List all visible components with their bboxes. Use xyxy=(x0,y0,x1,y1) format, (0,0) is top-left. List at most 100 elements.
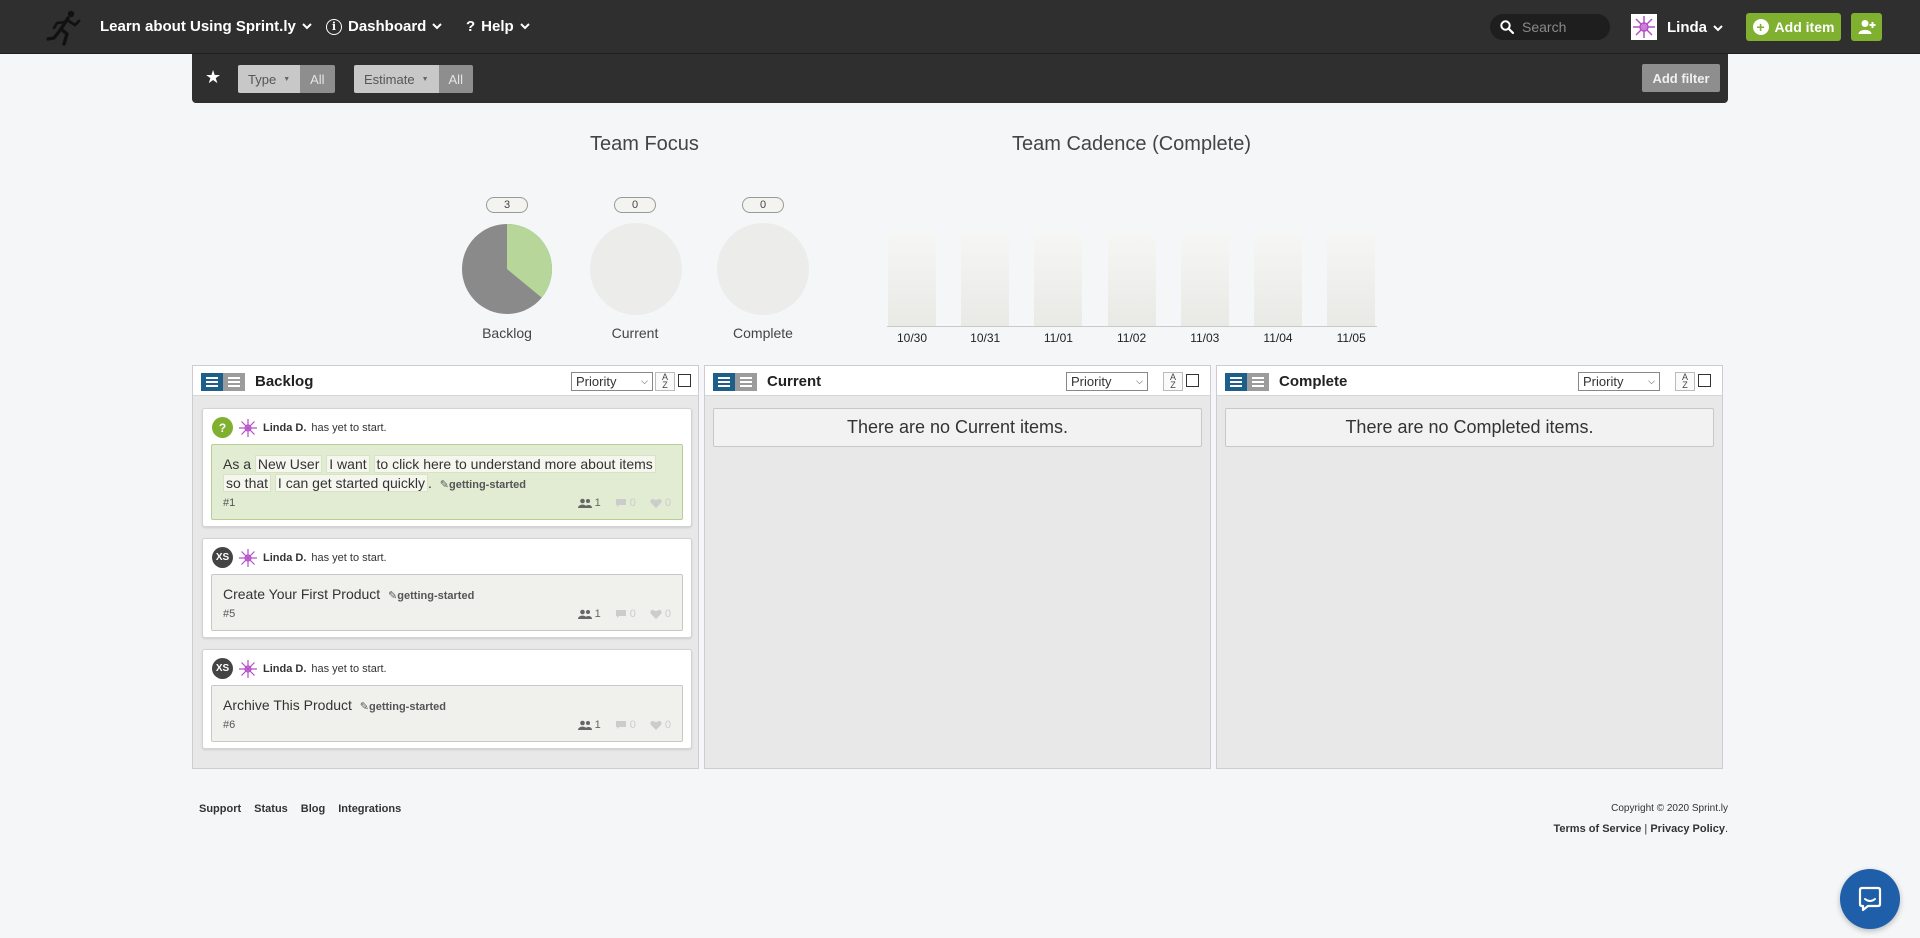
owner-avatar[interactable] xyxy=(238,659,258,679)
task-body[interactable]: Create Your First Product ✎getting-start… xyxy=(211,574,683,631)
comment-icon xyxy=(615,721,626,729)
tag-icon: ✎ xyxy=(359,701,370,713)
status-text: has yet to start. xyxy=(311,421,387,434)
story-body[interactable]: As a New User I want to click here to un… xyxy=(211,444,683,520)
size-badge[interactable]: XS xyxy=(212,547,233,568)
add-user-button[interactable] xyxy=(1851,13,1882,41)
tag-link[interactable]: ✎getting-started xyxy=(360,701,446,713)
estimate-filter-value[interactable]: All xyxy=(438,65,473,93)
likes-stat[interactable]: 0 xyxy=(650,719,671,731)
search-input[interactable] xyxy=(1522,19,1602,35)
complete-column-title: Complete xyxy=(1279,373,1348,390)
help-menu[interactable]: ? Help xyxy=(466,18,530,35)
owner-name[interactable]: Linda D. xyxy=(263,421,307,434)
item-card[interactable]: XS Linda D. has yet to start. Create You… xyxy=(202,538,692,638)
cadence-date-label: 11/05 xyxy=(1336,331,1366,345)
add-filter-button[interactable]: Add filter xyxy=(1642,64,1720,92)
footer-link-status[interactable]: Status xyxy=(254,803,288,815)
expanded-view-icon[interactable] xyxy=(1225,373,1247,391)
backlog-select-all-checkbox[interactable] xyxy=(678,374,691,387)
condensed-view-icon[interactable] xyxy=(223,373,245,391)
tag-link[interactable]: ✎getting-started xyxy=(388,590,474,602)
chat-support-button[interactable] xyxy=(1840,869,1900,929)
estimate-filter-select[interactable]: Estimate ▼ xyxy=(354,65,439,93)
view-toggle xyxy=(713,373,757,391)
comments-stat[interactable]: 0 xyxy=(615,608,636,620)
footer-links: Support Status Blog Integrations xyxy=(199,803,401,815)
task-title[interactable]: Archive This Product xyxy=(223,697,352,713)
footer-link-integrations[interactable]: Integrations xyxy=(338,803,402,815)
add-item-button[interactable]: + Add item xyxy=(1746,13,1841,41)
followers-stat[interactable]: 1 xyxy=(577,608,601,620)
size-badge[interactable]: ? xyxy=(212,417,233,438)
likes-count: 0 xyxy=(664,719,671,731)
likes-stat[interactable]: 0 xyxy=(650,608,671,620)
star-favorites-icon[interactable]: ★ xyxy=(205,67,222,87)
complete-sort-select[interactable]: Priority ⌵ xyxy=(1578,372,1660,391)
backlog-sort-select[interactable]: Priority ⌵ xyxy=(571,372,653,391)
sort-select-value: Priority xyxy=(1583,374,1624,389)
owner-avatar[interactable] xyxy=(238,418,258,438)
size-badge[interactable]: XS xyxy=(212,658,233,679)
dashboard-menu-label: Dashboard xyxy=(348,18,427,35)
user-menu[interactable]: Linda xyxy=(1667,19,1723,36)
complete-select-all-checkbox[interactable] xyxy=(1698,374,1711,387)
type-filter[interactable]: Type ▼ All xyxy=(238,65,335,93)
comments-stat[interactable]: 0 xyxy=(615,719,636,731)
item-card[interactable]: ? Linda D. has yet to start. As a New Us… xyxy=(202,408,692,527)
search-box[interactable] xyxy=(1490,14,1610,40)
item-card[interactable]: XS Linda D. has yet to start. Archive Th… xyxy=(202,649,692,749)
chat-icon xyxy=(1858,886,1882,912)
type-filter-select[interactable]: Type ▼ xyxy=(238,65,301,93)
card-stats: 1 0 0 xyxy=(577,497,671,509)
tag-label: getting-started xyxy=(397,590,475,602)
condensed-view-icon[interactable] xyxy=(1247,373,1269,391)
terms-of-service-link[interactable]: Terms of Service xyxy=(1553,823,1642,835)
item-number[interactable]: #5 xyxy=(223,608,236,620)
expanded-view-icon[interactable] xyxy=(201,373,223,391)
filter-bar: ★ Type ▼ All Estimate ▼ All Add filter xyxy=(192,54,1728,103)
item-number[interactable]: #6 xyxy=(223,719,236,731)
followers-stat[interactable]: 1 xyxy=(577,497,601,509)
sort-select-value: Priority xyxy=(1071,374,1112,389)
complete-pie-chart[interactable] xyxy=(717,223,809,315)
sprintly-runner-logo-icon[interactable] xyxy=(44,8,84,48)
current-sort-select[interactable]: Priority ⌵ xyxy=(1066,372,1148,391)
current-pie-chart[interactable] xyxy=(590,223,682,315)
tag-label: getting-started xyxy=(449,479,526,491)
task-body[interactable]: Archive This Product ✎getting-started #6… xyxy=(211,685,683,742)
comments-count: 0 xyxy=(629,497,636,509)
expanded-view-icon[interactable] xyxy=(713,373,735,391)
story-who[interactable]: New User xyxy=(254,455,323,473)
current-select-all-checkbox[interactable] xyxy=(1186,374,1199,387)
card-stats: 1 0 0 xyxy=(577,608,671,620)
owner-avatar[interactable] xyxy=(238,548,258,568)
footer-link-blog[interactable]: Blog xyxy=(300,803,326,815)
tag-link[interactable]: ✎getting-started xyxy=(440,479,526,491)
dashboard-menu[interactable]: i Dashboard xyxy=(326,18,443,35)
backlog-pie-chart[interactable] xyxy=(460,222,554,316)
project-menu[interactable]: Learn about Using Sprint.ly xyxy=(100,18,312,35)
user-avatar[interactable] xyxy=(1631,14,1657,40)
story-what[interactable]: to click here to understand more about i… xyxy=(373,455,656,473)
footer-link-support[interactable]: Support xyxy=(199,803,242,815)
cadence-date-label: 10/31 xyxy=(970,331,1001,345)
privacy-policy-link[interactable]: Privacy Policy xyxy=(1650,823,1725,835)
owner-name[interactable]: Linda D. xyxy=(263,551,307,564)
followers-stat[interactable]: 1 xyxy=(577,719,601,731)
comments-stat[interactable]: 0 xyxy=(615,497,636,509)
item-number[interactable]: #1 xyxy=(223,497,236,509)
likes-stat[interactable]: 0 xyxy=(650,497,671,509)
copyright-text: Copyright © 2020 Sprint.ly xyxy=(1611,803,1728,814)
type-filter-value[interactable]: All xyxy=(300,65,335,93)
task-title[interactable]: Create Your First Product xyxy=(223,586,381,602)
story-why[interactable]: I can get started quickly xyxy=(274,474,428,492)
owner-name[interactable]: Linda D. xyxy=(263,662,307,675)
view-toggle xyxy=(1225,373,1269,391)
condensed-view-icon[interactable] xyxy=(735,373,757,391)
estimate-filter[interactable]: Estimate ▼ All xyxy=(354,65,473,93)
